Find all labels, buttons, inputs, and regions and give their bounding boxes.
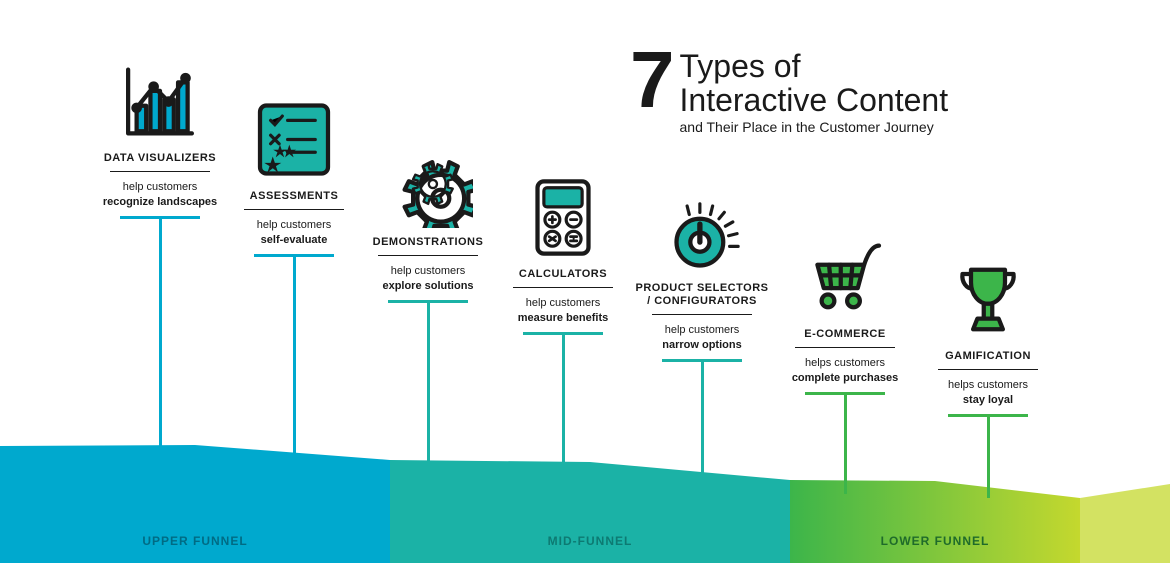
assessments-icon — [224, 92, 364, 182]
desc-bold: self-evaluate — [261, 234, 328, 246]
item-gamification: GAMIFICATION helps customers stay loyal — [918, 252, 1058, 498]
stem — [224, 254, 364, 470]
divider — [795, 347, 895, 348]
item-ecommerce: E-COMMERCE helps customers complete purcha… — [775, 230, 915, 494]
data-visualizers-icon — [90, 54, 230, 144]
product-selectors-icon — [632, 184, 772, 274]
divider — [513, 287, 613, 288]
stem — [918, 414, 1058, 498]
desc-pre: help customers — [257, 219, 332, 231]
desc-pre: helps customers — [948, 379, 1028, 391]
item-product-selectors: PRODUCT SELECTORS / CONFIGURATORS help cu… — [632, 184, 772, 488]
item-label: DEMONSTRATIONS — [358, 236, 498, 249]
stem — [90, 216, 230, 465]
stem — [632, 359, 772, 488]
item-desc: help customers explore solutions — [358, 264, 498, 294]
item-label: ASSESSMENTS — [224, 190, 364, 203]
stem — [775, 392, 915, 494]
band-upper-label: UPPER FUNNEL — [142, 534, 247, 548]
desc-bold: recognize landscapes — [103, 196, 217, 208]
divider — [652, 314, 752, 315]
item-assessments: ASSESSMENTS help customers self-evaluate — [224, 92, 364, 470]
item-desc: help customers recognize landscapes — [90, 180, 230, 210]
divider — [244, 209, 344, 210]
item-desc: help customers narrow options — [632, 323, 772, 353]
item-desc: help customers self-evaluate — [224, 218, 364, 248]
item-calculators: CALCULATORS help customers measure benefit… — [493, 170, 633, 482]
desc-bold: stay loyal — [963, 394, 1013, 406]
gamification-icon — [918, 252, 1058, 342]
demonstrations-icon — [358, 138, 498, 228]
stem — [358, 300, 498, 478]
band-lower-label: LOWER FUNNEL — [881, 534, 990, 548]
item-label: E-COMMERCE — [775, 328, 915, 341]
item-label: GAMIFICATION — [918, 350, 1058, 363]
desc-bold: complete purchases — [792, 372, 898, 384]
item-desc: helps customers stay loyal — [918, 378, 1058, 408]
item-demonstrations: DEMONSTRATIONS help customers explore solu… — [358, 138, 498, 478]
desc-pre: help customers — [526, 297, 601, 309]
desc-pre: help customers — [665, 324, 740, 336]
desc-bold: measure benefits — [518, 312, 608, 324]
divider — [110, 171, 210, 172]
item-data-visualizers: DATA VISUALIZERS help customers recognize … — [90, 54, 230, 465]
item-desc: help customers measure benefits — [493, 296, 633, 326]
divider — [938, 369, 1038, 370]
divider — [378, 255, 478, 256]
band-mid-label: MID-FUNNEL — [548, 534, 633, 548]
item-label: PRODUCT SELECTORS / CONFIGURATORS — [632, 282, 772, 308]
item-label: DATA VISUALIZERS — [90, 152, 230, 165]
desc-pre: help customers — [391, 265, 466, 277]
desc-bold: explore solutions — [382, 280, 473, 292]
calculators-icon — [493, 170, 633, 260]
band-back-right — [1080, 484, 1170, 563]
desc-pre: helps customers — [805, 357, 885, 369]
ecommerce-icon — [775, 230, 915, 320]
desc-pre: help customers — [123, 181, 198, 193]
desc-bold: narrow options — [662, 339, 741, 351]
item-label: CALCULATORS — [493, 268, 633, 281]
stem — [493, 332, 633, 482]
item-desc: helps customers complete purchases — [775, 356, 915, 386]
